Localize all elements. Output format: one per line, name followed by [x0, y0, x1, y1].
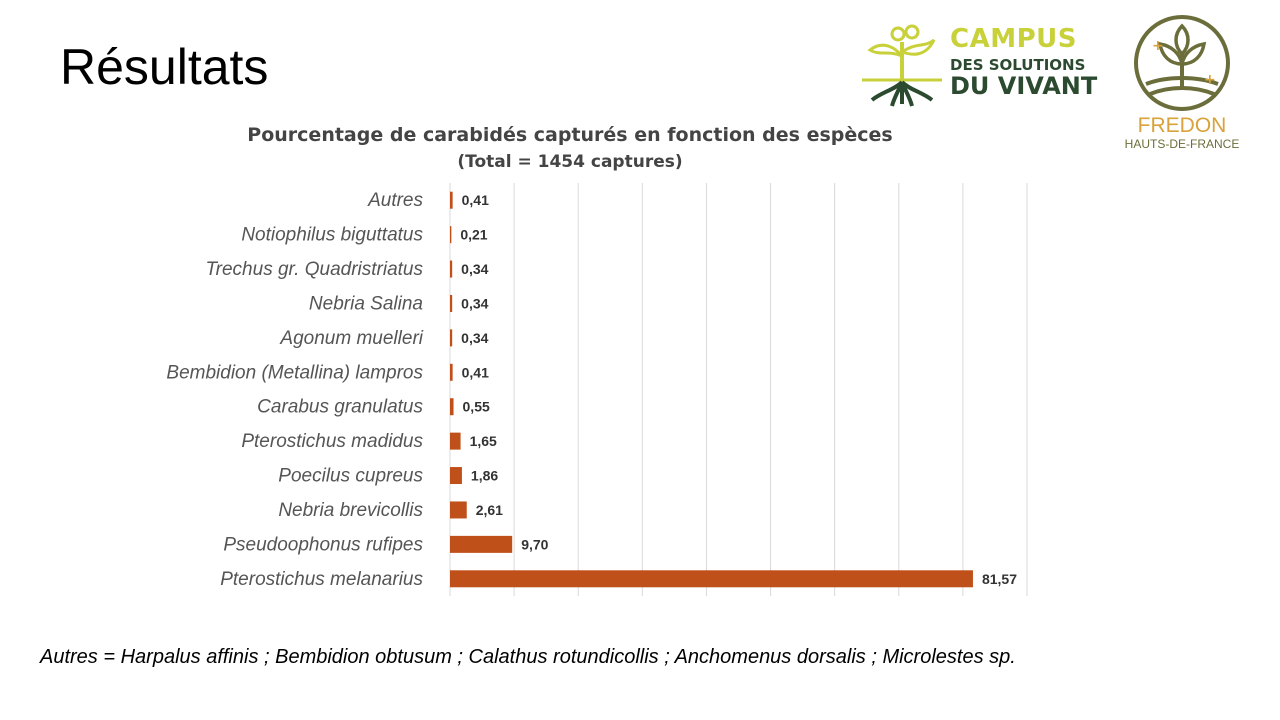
data-label: 9,70 — [521, 536, 548, 552]
category-label: Nebria Salina — [309, 293, 423, 314]
category-label: Notiophilus biguttatus — [241, 225, 423, 246]
bar — [450, 191, 453, 209]
bar — [450, 226, 452, 244]
category-label: Bembidion (Metallina) lampros — [166, 362, 423, 383]
data-label: 1,86 — [471, 468, 498, 484]
category-label: Pterostichus madidus — [241, 431, 423, 452]
bar — [450, 501, 467, 519]
campus-logo-line2: DES SOLUTIONS — [950, 56, 1086, 74]
campus-logo-line3: DU VIVANT — [950, 72, 1098, 100]
bar — [450, 294, 453, 312]
fredon-logo-region: HAUTS-DE-FRANCE — [1124, 137, 1240, 151]
bar — [450, 467, 462, 485]
data-label: 1,65 — [470, 433, 497, 449]
category-label: Poecilus cupreus — [278, 466, 423, 487]
svg-text:+: + — [1152, 38, 1164, 54]
data-label: 0,34 — [461, 261, 488, 277]
category-label: Agonum muelleri — [279, 328, 423, 349]
fredon-logo-name: FREDON — [1137, 114, 1227, 137]
category-label: Trechus gr. Quadristriatus — [205, 259, 423, 280]
bar — [450, 329, 453, 347]
bar — [450, 260, 453, 278]
data-label: 0,34 — [461, 295, 488, 311]
data-label: 0,34 — [461, 330, 488, 346]
bar — [450, 535, 513, 553]
svg-text:+: + — [1204, 72, 1216, 88]
campus-logo: CAMPUS DES SOLUTIONS DU VIVANT — [858, 20, 1098, 110]
fredon-logo: + + FREDON HAUTS-DE-FRANCE — [1112, 14, 1252, 154]
slide-title: Résultats — [60, 39, 269, 95]
bar — [450, 570, 973, 588]
category-label: Autres — [367, 190, 423, 211]
chart-subtitle: (Total = 1454 captures) — [457, 152, 683, 172]
chart-title: Pourcentage de carabidés capturés en fon… — [247, 124, 893, 146]
bar — [450, 363, 453, 381]
category-label: Pterostichus melanarius — [220, 569, 423, 590]
category-label: Carabus granulatus — [257, 397, 423, 418]
data-label: 0,21 — [460, 227, 487, 243]
footnote: Autres = Harpalus affinis ; Bembidion ob… — [40, 646, 1016, 668]
campus-sprout-icon — [862, 24, 942, 107]
data-label: 0,41 — [462, 364, 489, 380]
bar — [450, 398, 454, 416]
bar — [450, 432, 461, 450]
fredon-leaf-emblem-icon: + + — [1134, 15, 1230, 111]
category-label: Pseudoophonus rufipes — [223, 534, 423, 555]
data-label: 0,55 — [463, 399, 490, 415]
data-label: 2,61 — [476, 502, 503, 518]
campus-logo-line1: CAMPUS — [950, 24, 1077, 54]
data-label: 0,41 — [462, 192, 489, 208]
data-label: 81,57 — [982, 571, 1017, 587]
category-label: Nebria brevicollis — [278, 500, 423, 521]
